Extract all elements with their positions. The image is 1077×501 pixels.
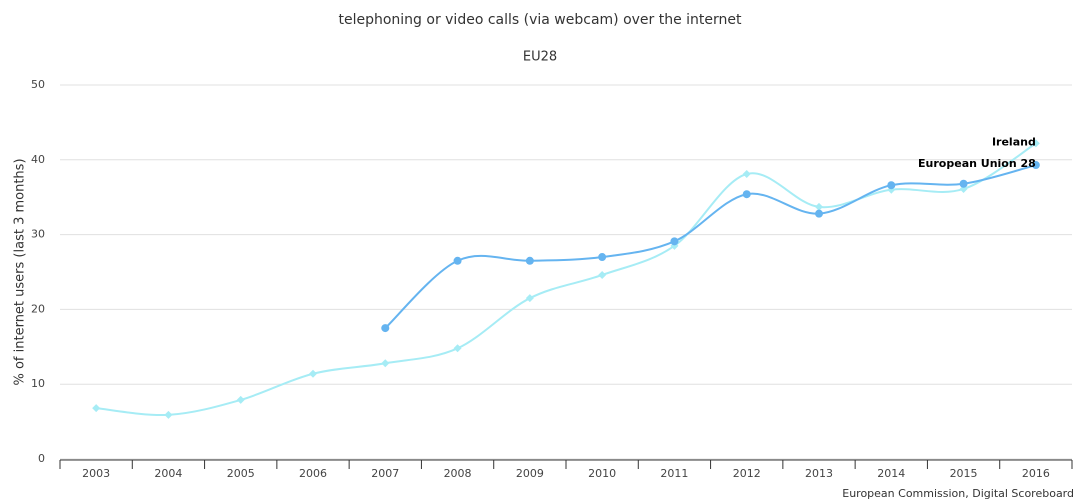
series-line — [96, 142, 1037, 417]
x-tick-label: 2012 — [733, 467, 761, 480]
y-tick-label: 50 — [31, 78, 45, 91]
x-tick-label: 2013 — [805, 467, 833, 480]
series-label: Ireland — [992, 135, 1036, 148]
x-tick-label: 2003 — [82, 467, 110, 480]
y-tick-label: 30 — [31, 228, 45, 241]
point — [742, 170, 751, 179]
credits: European Commission, Digital Scoreboard — [842, 487, 1074, 500]
point — [309, 369, 317, 378]
x-tick-label: 2014 — [877, 467, 905, 480]
point — [1031, 161, 1040, 170]
point — [381, 324, 390, 333]
x-tick-label: 2008 — [444, 467, 472, 480]
point — [525, 256, 534, 265]
point — [815, 209, 823, 218]
point — [525, 294, 534, 303]
point — [453, 344, 462, 353]
x-tick-label: 2007 — [371, 467, 399, 480]
point — [959, 179, 968, 188]
chart-subtitle: EU28 — [523, 50, 557, 65]
point — [453, 256, 462, 265]
point — [670, 237, 679, 246]
x-tick-label: 2016 — [1022, 467, 1050, 480]
point — [381, 359, 390, 368]
point — [598, 253, 607, 262]
point — [1031, 139, 1040, 148]
x-tick-label: 2004 — [154, 467, 182, 480]
x-tick-label: 2006 — [299, 467, 327, 480]
x-tick-label: 2010 — [588, 467, 616, 480]
point — [598, 270, 607, 279]
point — [164, 410, 173, 419]
series-line — [384, 164, 1037, 329]
y-tick-label: 40 — [31, 153, 45, 166]
chart-title: telephoning or video calls (via webcam) … — [338, 12, 742, 28]
point — [887, 181, 896, 190]
x-tick-label: 2011 — [660, 467, 688, 480]
point — [742, 190, 751, 199]
series-label: European Union 28 — [918, 157, 1036, 170]
x-tick-label: 2009 — [516, 467, 544, 480]
y-tick-label: 0 — [38, 452, 45, 465]
y-tick-label: 20 — [31, 302, 45, 315]
point — [236, 395, 245, 404]
x-tick-label: 2015 — [950, 467, 978, 480]
y-tick-label: 10 — [31, 377, 45, 390]
x-tick-label: 2005 — [227, 467, 255, 480]
point — [815, 202, 823, 211]
y-axis-label: % of internet users (last 3 months) — [13, 158, 28, 385]
point — [92, 404, 101, 413]
